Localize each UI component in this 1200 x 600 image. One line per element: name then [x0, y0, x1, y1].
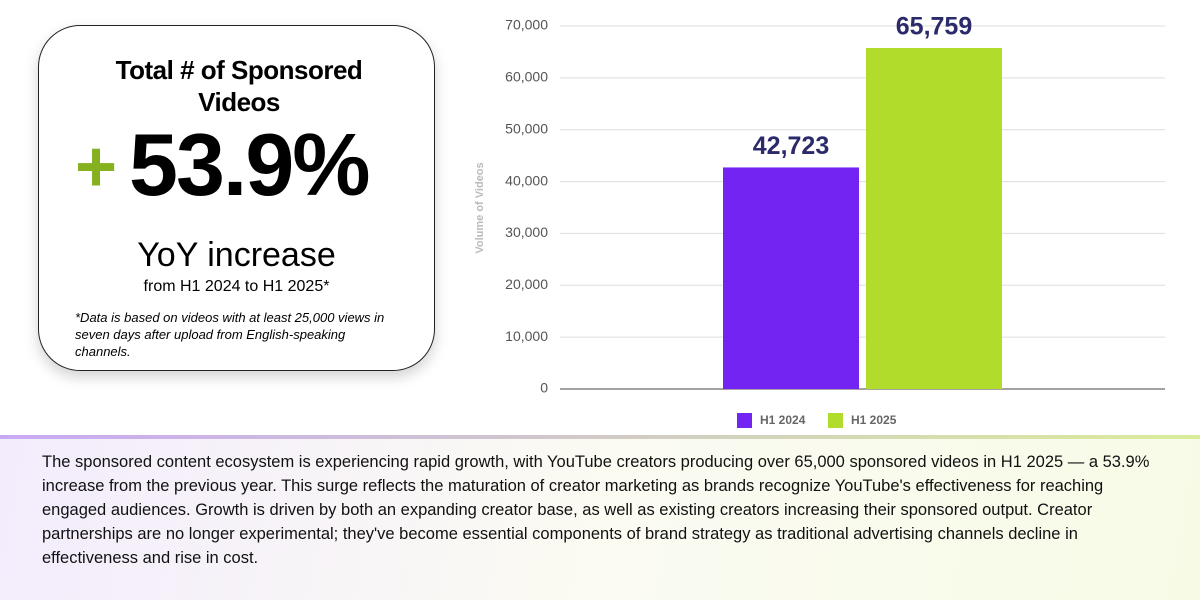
y-tick-label: 30,000 — [505, 224, 548, 240]
y-tick-label: 40,000 — [505, 172, 548, 188]
stat-card: Total # of Sponsored Videos + 53.9% YoY … — [38, 25, 435, 371]
legend-swatch — [737, 413, 752, 428]
legend-label: H1 2024 — [760, 413, 806, 427]
legend-label: H1 2025 — [851, 413, 897, 427]
divider — [0, 435, 1200, 439]
plus-sign: + — [75, 127, 118, 207]
chart: Volume of Videos 0 10,000 20,000 30,000 40,0… — [474, 13, 1165, 428]
bar — [723, 167, 859, 389]
y-tick-label: 0 — [540, 380, 548, 396]
value-label: 42,723 — [753, 132, 829, 160]
y-tick-label: 20,000 — [505, 276, 548, 292]
value-label: 65,759 — [896, 13, 972, 41]
y-tick-label: 10,000 — [505, 328, 548, 344]
y-axis-title: Volume of Videos — [474, 162, 486, 253]
y-tick-label: 50,000 — [505, 120, 548, 136]
footer-band — [0, 435, 1200, 600]
y-tick-label: 70,000 — [505, 17, 548, 33]
body-text: The sponsored content ecosystem is exper… — [42, 453, 1150, 567]
footnote: *Data is based on videos with at least 2… — [75, 310, 385, 359]
headline: 53.9% — [129, 115, 371, 214]
card-title: Total # of Sponsored Videos — [115, 55, 363, 117]
subtitle: YoY increase — [137, 236, 336, 274]
legend-swatch — [828, 413, 843, 428]
bar — [866, 47, 1002, 389]
period: from H1 2024 to H1 2025* — [143, 278, 330, 295]
y-tick-label: 60,000 — [505, 69, 548, 85]
